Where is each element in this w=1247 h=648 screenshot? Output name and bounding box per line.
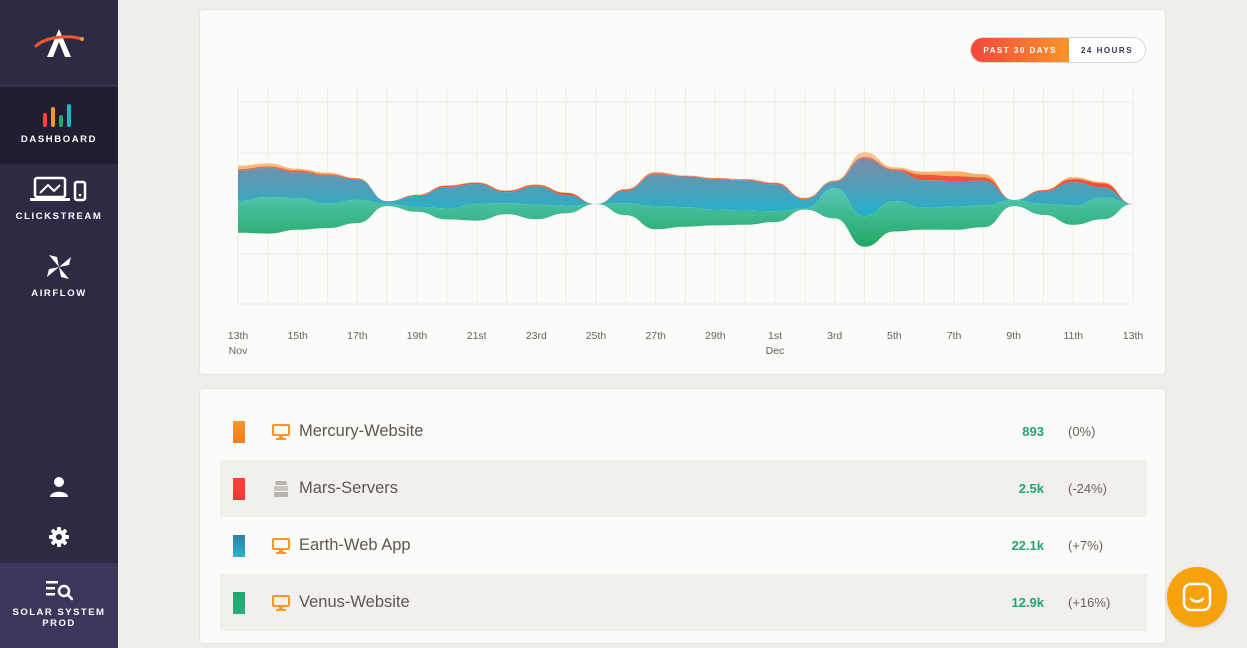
monitor-icon xyxy=(272,424,290,440)
x-tick-label: 17th xyxy=(347,330,368,342)
x-tick-label: 9th xyxy=(1006,330,1021,342)
x-tick-label: 23rd xyxy=(526,330,547,342)
nav-dashboard-label: DASHBOARD xyxy=(20,134,98,145)
toggle-24-hours[interactable]: 24 HOURS xyxy=(1068,38,1145,62)
search-list-icon xyxy=(46,581,73,601)
series-delta: (0%) xyxy=(1068,424,1096,439)
x-tick-label: 11th xyxy=(1063,330,1083,342)
x-tick-month: Dec xyxy=(766,345,785,357)
x-tick-label: 15th xyxy=(287,330,308,342)
devices-icon xyxy=(30,176,87,202)
nav-airflow-label: AIRFLOW xyxy=(31,288,87,299)
series-row-mercury[interactable]: Mercury-Website 893 (0%) xyxy=(220,403,1147,460)
nav-airflow[interactable]: AIRFLOW xyxy=(0,241,118,318)
series-count: 893 xyxy=(1022,424,1044,439)
series-color-swatch xyxy=(233,535,245,557)
user-icon xyxy=(50,477,68,497)
x-tick-label: 5th xyxy=(887,330,902,342)
chart-layers xyxy=(238,152,1133,247)
nav-clickstream[interactable]: CLICKSTREAM xyxy=(0,164,118,241)
x-tick-month: Nov xyxy=(229,345,248,357)
streamgraph-chart: 13th Nov 15th 17th 19th 21st 23rd 25th 27th 29th 1… xyxy=(228,88,1144,357)
chart-card: PAST 30 DAYS 24 HOURS 13th Nov 15th 17th 1 xyxy=(199,9,1166,375)
chat-icon xyxy=(1182,582,1212,612)
series-row-mars[interactable]: Mars-Servers 2.5k (-24%) xyxy=(220,460,1147,517)
series-name: Mars-Servers xyxy=(299,479,399,497)
series-color-swatch xyxy=(233,478,245,500)
series-name: Earth-Web App xyxy=(299,536,411,554)
workspace-label: SOLAR SYSTEM PROD xyxy=(12,607,106,629)
monitor-icon xyxy=(272,538,290,554)
series-delta: (+16%) xyxy=(1068,595,1111,610)
toggle-past-30-days[interactable]: PAST 30 DAYS xyxy=(971,38,1069,62)
x-tick-label: 19th xyxy=(407,330,428,342)
profile-button[interactable] xyxy=(0,467,118,507)
x-tick-label: 29th xyxy=(705,330,726,342)
nav-dashboard[interactable]: DASHBOARD xyxy=(0,87,118,164)
monitor-icon xyxy=(272,595,290,611)
x-tick-label: 1st xyxy=(768,330,782,342)
pinwheel-icon xyxy=(47,255,71,279)
series-row-earth[interactable]: Earth-Web App 22.1k (+7%) xyxy=(220,517,1147,574)
x-tick-label: 13th xyxy=(1123,330,1144,342)
series-row-venus[interactable]: Venus-Website 12.9k (+16%) xyxy=(220,574,1147,631)
series-count: 12.9k xyxy=(1011,595,1044,610)
x-tick-label: 7th xyxy=(947,330,962,342)
astronomer-logo[interactable] xyxy=(0,0,118,86)
stream-layer-mars-servers[interactable] xyxy=(238,157,1133,204)
x-tick-label: 3rd xyxy=(827,330,842,342)
x-tick-label: 27th xyxy=(645,330,666,342)
settings-button[interactable] xyxy=(0,517,118,557)
series-count: 22.1k xyxy=(1011,538,1044,553)
series-color-swatch xyxy=(233,421,245,443)
x-tick-label: 21st xyxy=(467,330,487,342)
series-color-swatch xyxy=(233,592,245,614)
series-name: Venus-Website xyxy=(299,593,410,611)
stream-layer-venus-website[interactable] xyxy=(238,187,1133,247)
x-tick-label: 25th xyxy=(586,330,607,342)
chart-grid xyxy=(237,88,1134,305)
time-range-toggle[interactable]: PAST 30 DAYS 24 HOURS xyxy=(970,37,1146,63)
sidebar: DASHBOARD CLICKSTREAM AIRFLOW xyxy=(0,0,118,648)
series-list-card: Mercury-Website 893 (0%) Mars-Servers 2.… xyxy=(199,388,1166,644)
series-count: 2.5k xyxy=(1018,481,1044,496)
series-delta: (+7%) xyxy=(1068,538,1104,553)
x-tick-label: 13th xyxy=(228,330,249,342)
x-axis-ticks: 13th Nov 15th 17th 19th 21st 23rd 25th 27th 29th 1… xyxy=(228,330,1144,357)
gear-icon xyxy=(49,527,69,547)
chat-launcher-button[interactable] xyxy=(1167,567,1227,627)
nav-clickstream-label: CLICKSTREAM xyxy=(15,211,103,222)
stream-layer-earth-web app[interactable] xyxy=(238,158,1133,217)
server-icon xyxy=(274,481,288,497)
series-name: Mercury-Website xyxy=(299,422,424,440)
workspace-selector[interactable]: SOLAR SYSTEM PROD xyxy=(0,563,118,648)
bar-chart-icon xyxy=(43,104,71,127)
logo-icon xyxy=(34,28,84,57)
series-delta: (-24%) xyxy=(1068,481,1108,496)
